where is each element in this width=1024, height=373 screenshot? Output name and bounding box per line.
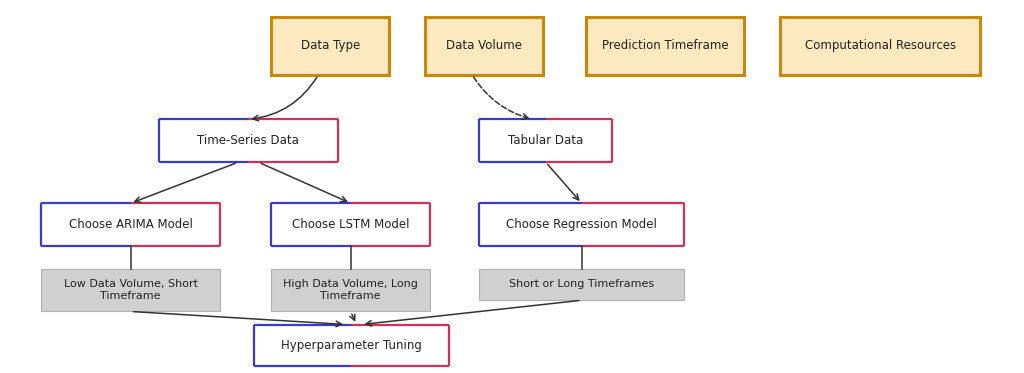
Text: Computational Resources: Computational Resources [805, 39, 955, 52]
FancyBboxPatch shape [41, 203, 220, 246]
FancyBboxPatch shape [41, 269, 220, 311]
FancyBboxPatch shape [479, 119, 612, 162]
Text: Prediction Timeframe: Prediction Timeframe [602, 39, 728, 52]
Text: Choose LSTM Model: Choose LSTM Model [292, 218, 410, 231]
Text: Time-Series Data: Time-Series Data [198, 134, 299, 147]
FancyBboxPatch shape [479, 269, 684, 300]
FancyBboxPatch shape [271, 203, 430, 246]
Text: High Data Volume, Long
Timeframe: High Data Volume, Long Timeframe [284, 279, 418, 301]
FancyBboxPatch shape [254, 325, 449, 366]
FancyBboxPatch shape [586, 17, 744, 75]
Text: Hyperparameter Tuning: Hyperparameter Tuning [281, 339, 422, 351]
Text: Short or Long Timeframes: Short or Long Timeframes [509, 279, 654, 289]
FancyBboxPatch shape [159, 119, 338, 162]
Text: Choose Regression Model: Choose Regression Model [506, 218, 657, 231]
FancyBboxPatch shape [780, 17, 980, 75]
FancyBboxPatch shape [271, 17, 389, 75]
Text: Low Data Volume, Short
Timeframe: Low Data Volume, Short Timeframe [63, 279, 198, 301]
FancyBboxPatch shape [425, 17, 543, 75]
FancyBboxPatch shape [271, 269, 430, 311]
Text: Choose ARIMA Model: Choose ARIMA Model [69, 218, 193, 231]
Text: Tabular Data: Tabular Data [508, 134, 584, 147]
Text: Data Type: Data Type [301, 39, 359, 52]
FancyBboxPatch shape [479, 203, 684, 246]
Text: Data Volume: Data Volume [445, 39, 522, 52]
